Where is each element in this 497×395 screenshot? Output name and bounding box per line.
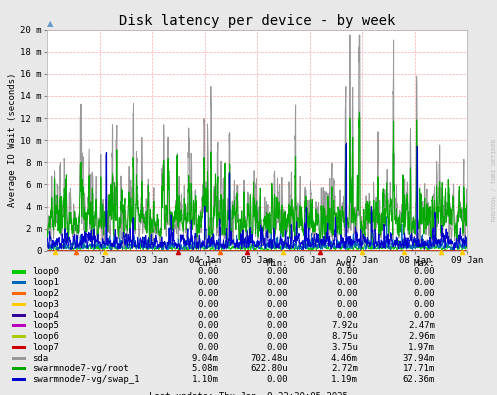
Bar [12,335,26,338]
Text: ▲: ▲ [47,19,54,28]
Text: 0.00: 0.00 [197,289,219,298]
Text: 0.00: 0.00 [267,278,288,287]
Text: 0.00: 0.00 [267,267,288,276]
Bar [12,303,26,306]
Bar [12,271,26,273]
Text: 1.19m: 1.19m [331,375,358,384]
Text: loop4: loop4 [32,310,59,320]
Text: 622.80u: 622.80u [250,365,288,373]
Text: 0.00: 0.00 [414,300,435,309]
Text: 0.00: 0.00 [197,322,219,330]
Text: 8.75u: 8.75u [331,332,358,341]
Bar [12,378,26,381]
Text: 7.92u: 7.92u [331,322,358,330]
Bar [12,281,26,284]
Text: 0.00: 0.00 [197,267,219,276]
Text: 0.00: 0.00 [336,278,358,287]
Text: 0.00: 0.00 [267,322,288,330]
Text: loop3: loop3 [32,300,59,309]
Text: Avg:: Avg: [336,259,358,268]
Text: 0.00: 0.00 [267,300,288,309]
Title: Disk latency per device - by week: Disk latency per device - by week [119,15,396,28]
Text: 3.75u: 3.75u [331,343,358,352]
Text: loop0: loop0 [32,267,59,276]
Text: 0.00: 0.00 [336,289,358,298]
Text: 0.00: 0.00 [414,267,435,276]
Text: 0.00: 0.00 [267,375,288,384]
Text: 5.08m: 5.08m [192,365,219,373]
Text: 0.00: 0.00 [336,267,358,276]
Text: 702.48u: 702.48u [250,354,288,363]
Bar [12,314,26,317]
Text: Max:: Max: [414,259,435,268]
Text: 0.00: 0.00 [197,278,219,287]
Text: 0.00: 0.00 [197,332,219,341]
Text: 37.94m: 37.94m [403,354,435,363]
Text: 0.00: 0.00 [336,310,358,320]
Text: loop7: loop7 [32,343,59,352]
Text: 2.47m: 2.47m [408,322,435,330]
Text: swarmnode7-vg/swap_1: swarmnode7-vg/swap_1 [32,375,140,384]
Text: 0.00: 0.00 [197,343,219,352]
Text: 0.00: 0.00 [414,278,435,287]
Bar [12,324,26,327]
Text: 2.72m: 2.72m [331,365,358,373]
Text: 1.97m: 1.97m [408,343,435,352]
Text: 0.00: 0.00 [414,289,435,298]
Text: 4.46m: 4.46m [331,354,358,363]
Text: loop2: loop2 [32,289,59,298]
Bar [12,367,26,371]
Text: 62.36m: 62.36m [403,375,435,384]
Text: 0.00: 0.00 [197,310,219,320]
Text: 17.71m: 17.71m [403,365,435,373]
Text: Last update: Thu Jan  9 22:30:05 2025: Last update: Thu Jan 9 22:30:05 2025 [149,392,348,395]
Text: 0.00: 0.00 [336,300,358,309]
Y-axis label: Average IO Wait (seconds): Average IO Wait (seconds) [8,73,17,207]
Text: 0.00: 0.00 [267,310,288,320]
Text: sda: sda [32,354,48,363]
Text: Min:: Min: [267,259,288,268]
Text: 0.00: 0.00 [267,289,288,298]
Text: 0.00: 0.00 [414,310,435,320]
Bar [12,357,26,360]
Text: 1.10m: 1.10m [192,375,219,384]
Text: 0.00: 0.00 [267,332,288,341]
Text: 2.96m: 2.96m [408,332,435,341]
Text: loop5: loop5 [32,322,59,330]
Text: 9.04m: 9.04m [192,354,219,363]
Text: 0.00: 0.00 [267,343,288,352]
Bar [12,292,26,295]
Text: loop6: loop6 [32,332,59,341]
Bar [12,346,26,349]
Text: loop1: loop1 [32,278,59,287]
Text: 0.00: 0.00 [197,300,219,309]
Text: RRDTOOL / TOBI OETIKER: RRDTOOL / TOBI OETIKER [491,138,496,221]
Text: swarmnode7-vg/root: swarmnode7-vg/root [32,365,129,373]
Text: Cur:: Cur: [197,259,219,268]
